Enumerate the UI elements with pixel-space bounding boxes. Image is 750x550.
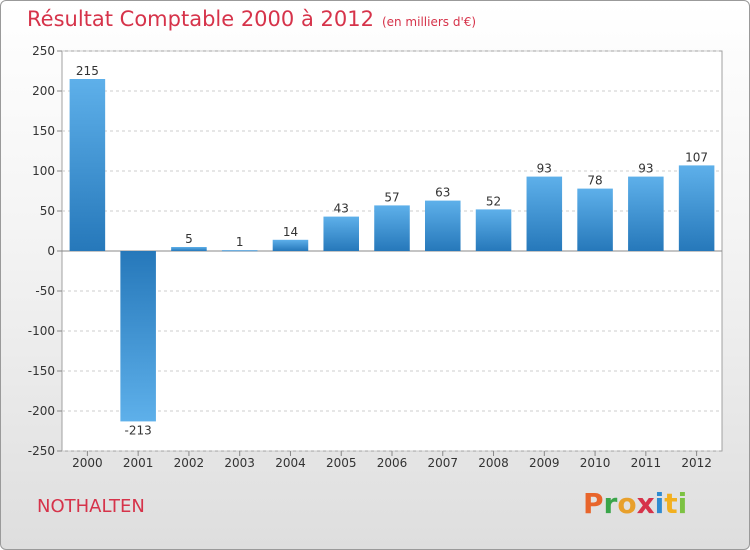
data-label-2007: 63 [435,186,450,200]
y-tick-label: -50 [35,284,55,298]
data-label-2002: 5 [185,232,193,246]
logo-letter: P [583,487,604,520]
y-tick-label: 50 [40,204,55,218]
logo-letter: i [654,487,665,520]
x-tick-label-2011: 2011 [631,456,662,470]
data-label-2008: 52 [486,194,501,208]
logo-letter: t [664,487,678,520]
y-tick-label: -200 [28,404,55,418]
y-tick-label: -150 [28,364,55,378]
data-label-2009: 93 [537,162,552,176]
data-label-2001: -213 [125,423,152,437]
x-tick-label-2000: 2000 [72,456,103,470]
chart-title-text: Résultat Comptable 2000 à 2012 [27,7,374,31]
y-tick-label: 250 [32,44,55,58]
bar-2004 [272,239,309,251]
y-tick-label: -250 [28,444,55,458]
x-tick-label-2004: 2004 [275,456,306,470]
x-tick-label-2002: 2002 [174,456,205,470]
x-tick-label-2010: 2010 [580,456,611,470]
y-tick-label: 200 [32,84,55,98]
bar-2002 [171,247,207,251]
x-tick-label-2008: 2008 [478,456,509,470]
x-tick-label-2012: 2012 [681,456,712,470]
logo-letter: o [617,487,637,520]
bar-2011 [628,176,664,251]
data-label-2006: 57 [384,190,399,204]
x-axis-ticks: 2000 2001 2002 2003 2004 2005 2006 2007 2008 2009… [72,451,712,470]
bar-2008 [475,209,512,251]
y-tick-label: 0 [47,244,55,258]
bar-2009 [526,176,563,251]
bar-2010 [577,188,613,251]
bar-2003 [221,250,258,252]
data-label-2011: 93 [638,162,653,176]
data-labels: 215 -213 5 1 14 43 57 63 52 93 78 93 107 [76,64,708,437]
x-tick-label-2006: 2006 [377,456,408,470]
x-tick-label-2005: 2005 [326,456,357,470]
logo-letter: i [677,487,688,520]
chart-unit-text: (en milliers d'€) [381,15,477,29]
data-label-2012: 107 [685,150,708,164]
data-label-2004: 14 [283,225,298,239]
y-tick-label: -100 [28,324,55,338]
city-name: NOTHALTEN [37,496,145,517]
x-tick-label-2001: 2001 [123,456,154,470]
data-label-2005: 43 [334,202,349,216]
y-tick-label: 150 [32,124,55,138]
logo-letter: x [636,487,655,520]
bar-2005 [323,216,359,251]
y-tick-label: 100 [32,164,55,178]
x-tick-label-2009: 2009 [529,456,560,470]
y-axis-ticks: 250 200 150 100 50 0 -50 -100 -150 -200 -250 [28,44,62,458]
x-tick-label-2003: 2003 [224,456,255,470]
proxiti-logo: Proxiti [583,487,687,520]
bar-2006 [374,205,410,251]
x-tick-label-2007: 2007 [427,456,458,470]
logo-letter: r [603,487,618,520]
bar-2001 [120,251,156,422]
bar-2007 [425,200,461,251]
data-label-2010: 78 [587,174,602,188]
data-label-2000: 215 [76,64,99,78]
bar-2012 [678,165,715,251]
bar-2000 [69,79,106,251]
data-label-2003: 1 [236,235,244,249]
bars [69,79,715,422]
chart-title: Résultat Comptable 2000 à 2012 (en millie… [27,7,476,31]
